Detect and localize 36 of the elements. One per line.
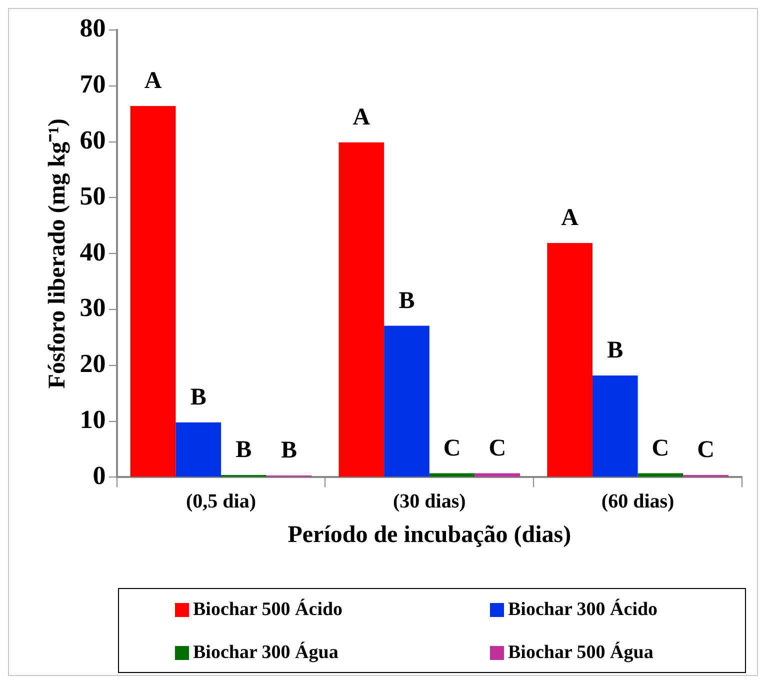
data-label: C — [488, 435, 506, 462]
y-tick-label: 20 — [80, 349, 106, 378]
data-label: A — [352, 104, 371, 131]
bar — [338, 142, 384, 477]
data-label: B — [398, 288, 415, 314]
x-axis-title: Período de incubação (dias) — [288, 522, 572, 548]
y-tick-label: 70 — [80, 70, 106, 99]
bar — [592, 375, 638, 477]
legend-label: Biochar 300 Ácido — [508, 598, 658, 620]
data-label: B — [190, 384, 206, 411]
y-tick-label: 10 — [80, 405, 106, 434]
data-label: B — [236, 437, 252, 464]
y-tick-label: 50 — [80, 181, 106, 210]
y-tick-label: 80 — [80, 14, 106, 43]
y-tick-label: 60 — [80, 126, 106, 155]
legend-label: Biochar 500 Ácido — [193, 598, 343, 620]
data-label: C — [652, 435, 670, 462]
x-tick-label: (0,5 dia) — [186, 490, 256, 512]
data-label: C — [697, 437, 714, 464]
y-tick-label: 40 — [80, 237, 106, 266]
x-tick-label: (30 dias) — [393, 490, 466, 512]
bar — [384, 326, 430, 477]
data-label: B — [607, 338, 624, 364]
data-label: A — [561, 205, 580, 232]
bar — [547, 242, 592, 477]
y-axis-title: Fósforo liberado (mg kg⁻¹) — [44, 118, 71, 389]
data-label: C — [443, 435, 461, 462]
x-tick-label: (60 dias) — [601, 490, 674, 512]
y-tick-label: 30 — [80, 293, 106, 322]
bar — [176, 422, 221, 477]
data-label: A — [144, 68, 162, 94]
y-tick-label: 0 — [92, 460, 106, 490]
legend-label: Biochar 500 Água — [508, 640, 654, 663]
bar — [130, 106, 176, 477]
data-label: B — [280, 438, 297, 464]
legend-label: Biochar 300 Água — [193, 640, 339, 663]
